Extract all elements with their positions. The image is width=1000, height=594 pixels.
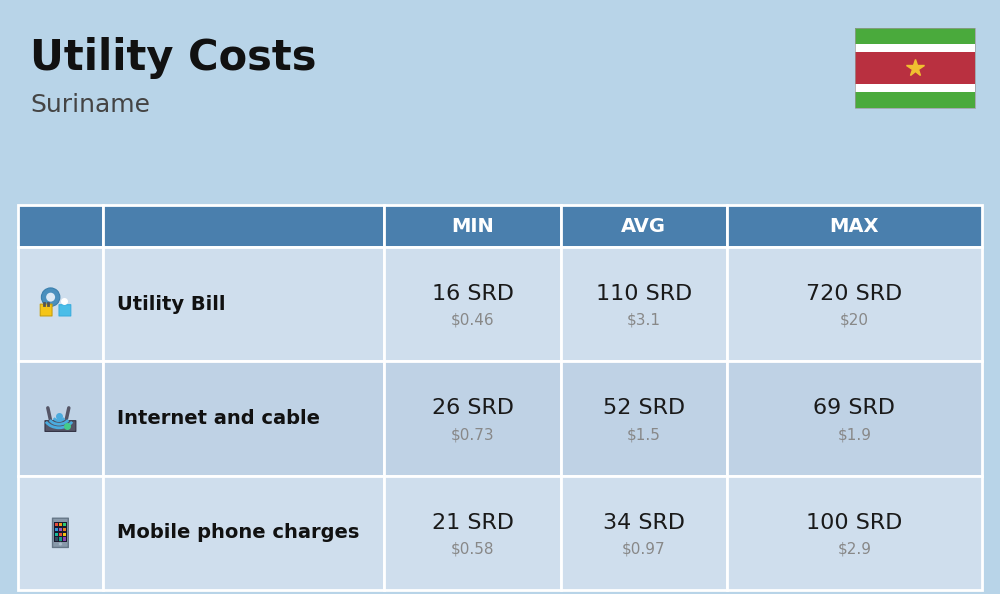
Text: AVG: AVG: [621, 216, 666, 235]
Bar: [384, 247, 561, 361]
Bar: [727, 361, 982, 476]
Bar: [561, 476, 727, 590]
Text: 21 SRD: 21 SRD: [432, 513, 514, 533]
Bar: [59, 527, 62, 531]
Bar: [727, 476, 982, 590]
Bar: [561, 205, 727, 247]
Bar: [59, 523, 62, 526]
Text: Utility Bill: Utility Bill: [117, 295, 225, 314]
Bar: [55, 523, 58, 526]
Text: $20: $20: [840, 312, 869, 328]
Bar: [59, 533, 62, 536]
Bar: [63, 538, 66, 541]
Bar: [384, 476, 561, 590]
Bar: [103, 476, 384, 590]
Bar: [18, 361, 103, 476]
Text: $0.73: $0.73: [451, 427, 494, 442]
Text: $1.9: $1.9: [837, 427, 871, 442]
Text: $3.1: $3.1: [627, 312, 661, 328]
Bar: [55, 538, 58, 541]
Bar: [855, 52, 975, 84]
Bar: [103, 205, 384, 247]
Bar: [18, 247, 103, 361]
Text: 34 SRD: 34 SRD: [603, 513, 685, 533]
Bar: [103, 361, 384, 476]
Circle shape: [46, 293, 55, 302]
Text: 26 SRD: 26 SRD: [432, 399, 514, 419]
FancyBboxPatch shape: [59, 305, 71, 316]
Bar: [384, 205, 561, 247]
Bar: [561, 361, 727, 476]
Text: Mobile phone charges: Mobile phone charges: [117, 523, 359, 542]
Bar: [63, 523, 66, 526]
Bar: [18, 476, 103, 590]
Bar: [561, 247, 727, 361]
Bar: [54, 522, 67, 542]
Bar: [727, 247, 982, 361]
Text: Suriname: Suriname: [30, 93, 150, 117]
Text: Internet and cable: Internet and cable: [117, 409, 320, 428]
FancyBboxPatch shape: [45, 421, 76, 431]
Text: 52 SRD: 52 SRD: [603, 399, 685, 419]
Bar: [18, 205, 103, 247]
Text: $0.97: $0.97: [622, 541, 665, 557]
Bar: [855, 84, 975, 92]
Bar: [103, 247, 384, 361]
Text: 720 SRD: 720 SRD: [806, 284, 902, 304]
Text: $0.58: $0.58: [451, 541, 494, 557]
FancyBboxPatch shape: [40, 304, 52, 316]
FancyBboxPatch shape: [53, 518, 68, 548]
Text: MAX: MAX: [830, 216, 879, 235]
Bar: [59, 538, 62, 541]
Bar: [55, 527, 58, 531]
Text: 16 SRD: 16 SRD: [432, 284, 514, 304]
Bar: [727, 205, 982, 247]
Text: 100 SRD: 100 SRD: [806, 513, 902, 533]
Circle shape: [41, 288, 60, 307]
Bar: [855, 44, 975, 52]
Bar: [63, 533, 66, 536]
Bar: [55, 533, 58, 536]
Text: $1.5: $1.5: [627, 427, 661, 442]
Bar: [384, 361, 561, 476]
Text: 110 SRD: 110 SRD: [596, 284, 692, 304]
Text: MIN: MIN: [451, 216, 494, 235]
Bar: [855, 28, 975, 44]
Bar: [855, 28, 975, 108]
Text: $2.9: $2.9: [837, 541, 871, 557]
Text: $0.46: $0.46: [451, 312, 494, 328]
Bar: [63, 527, 66, 531]
Bar: [855, 92, 975, 108]
Circle shape: [58, 542, 62, 546]
Text: Utility Costs: Utility Costs: [30, 37, 316, 79]
Text: 69 SRD: 69 SRD: [813, 399, 895, 419]
